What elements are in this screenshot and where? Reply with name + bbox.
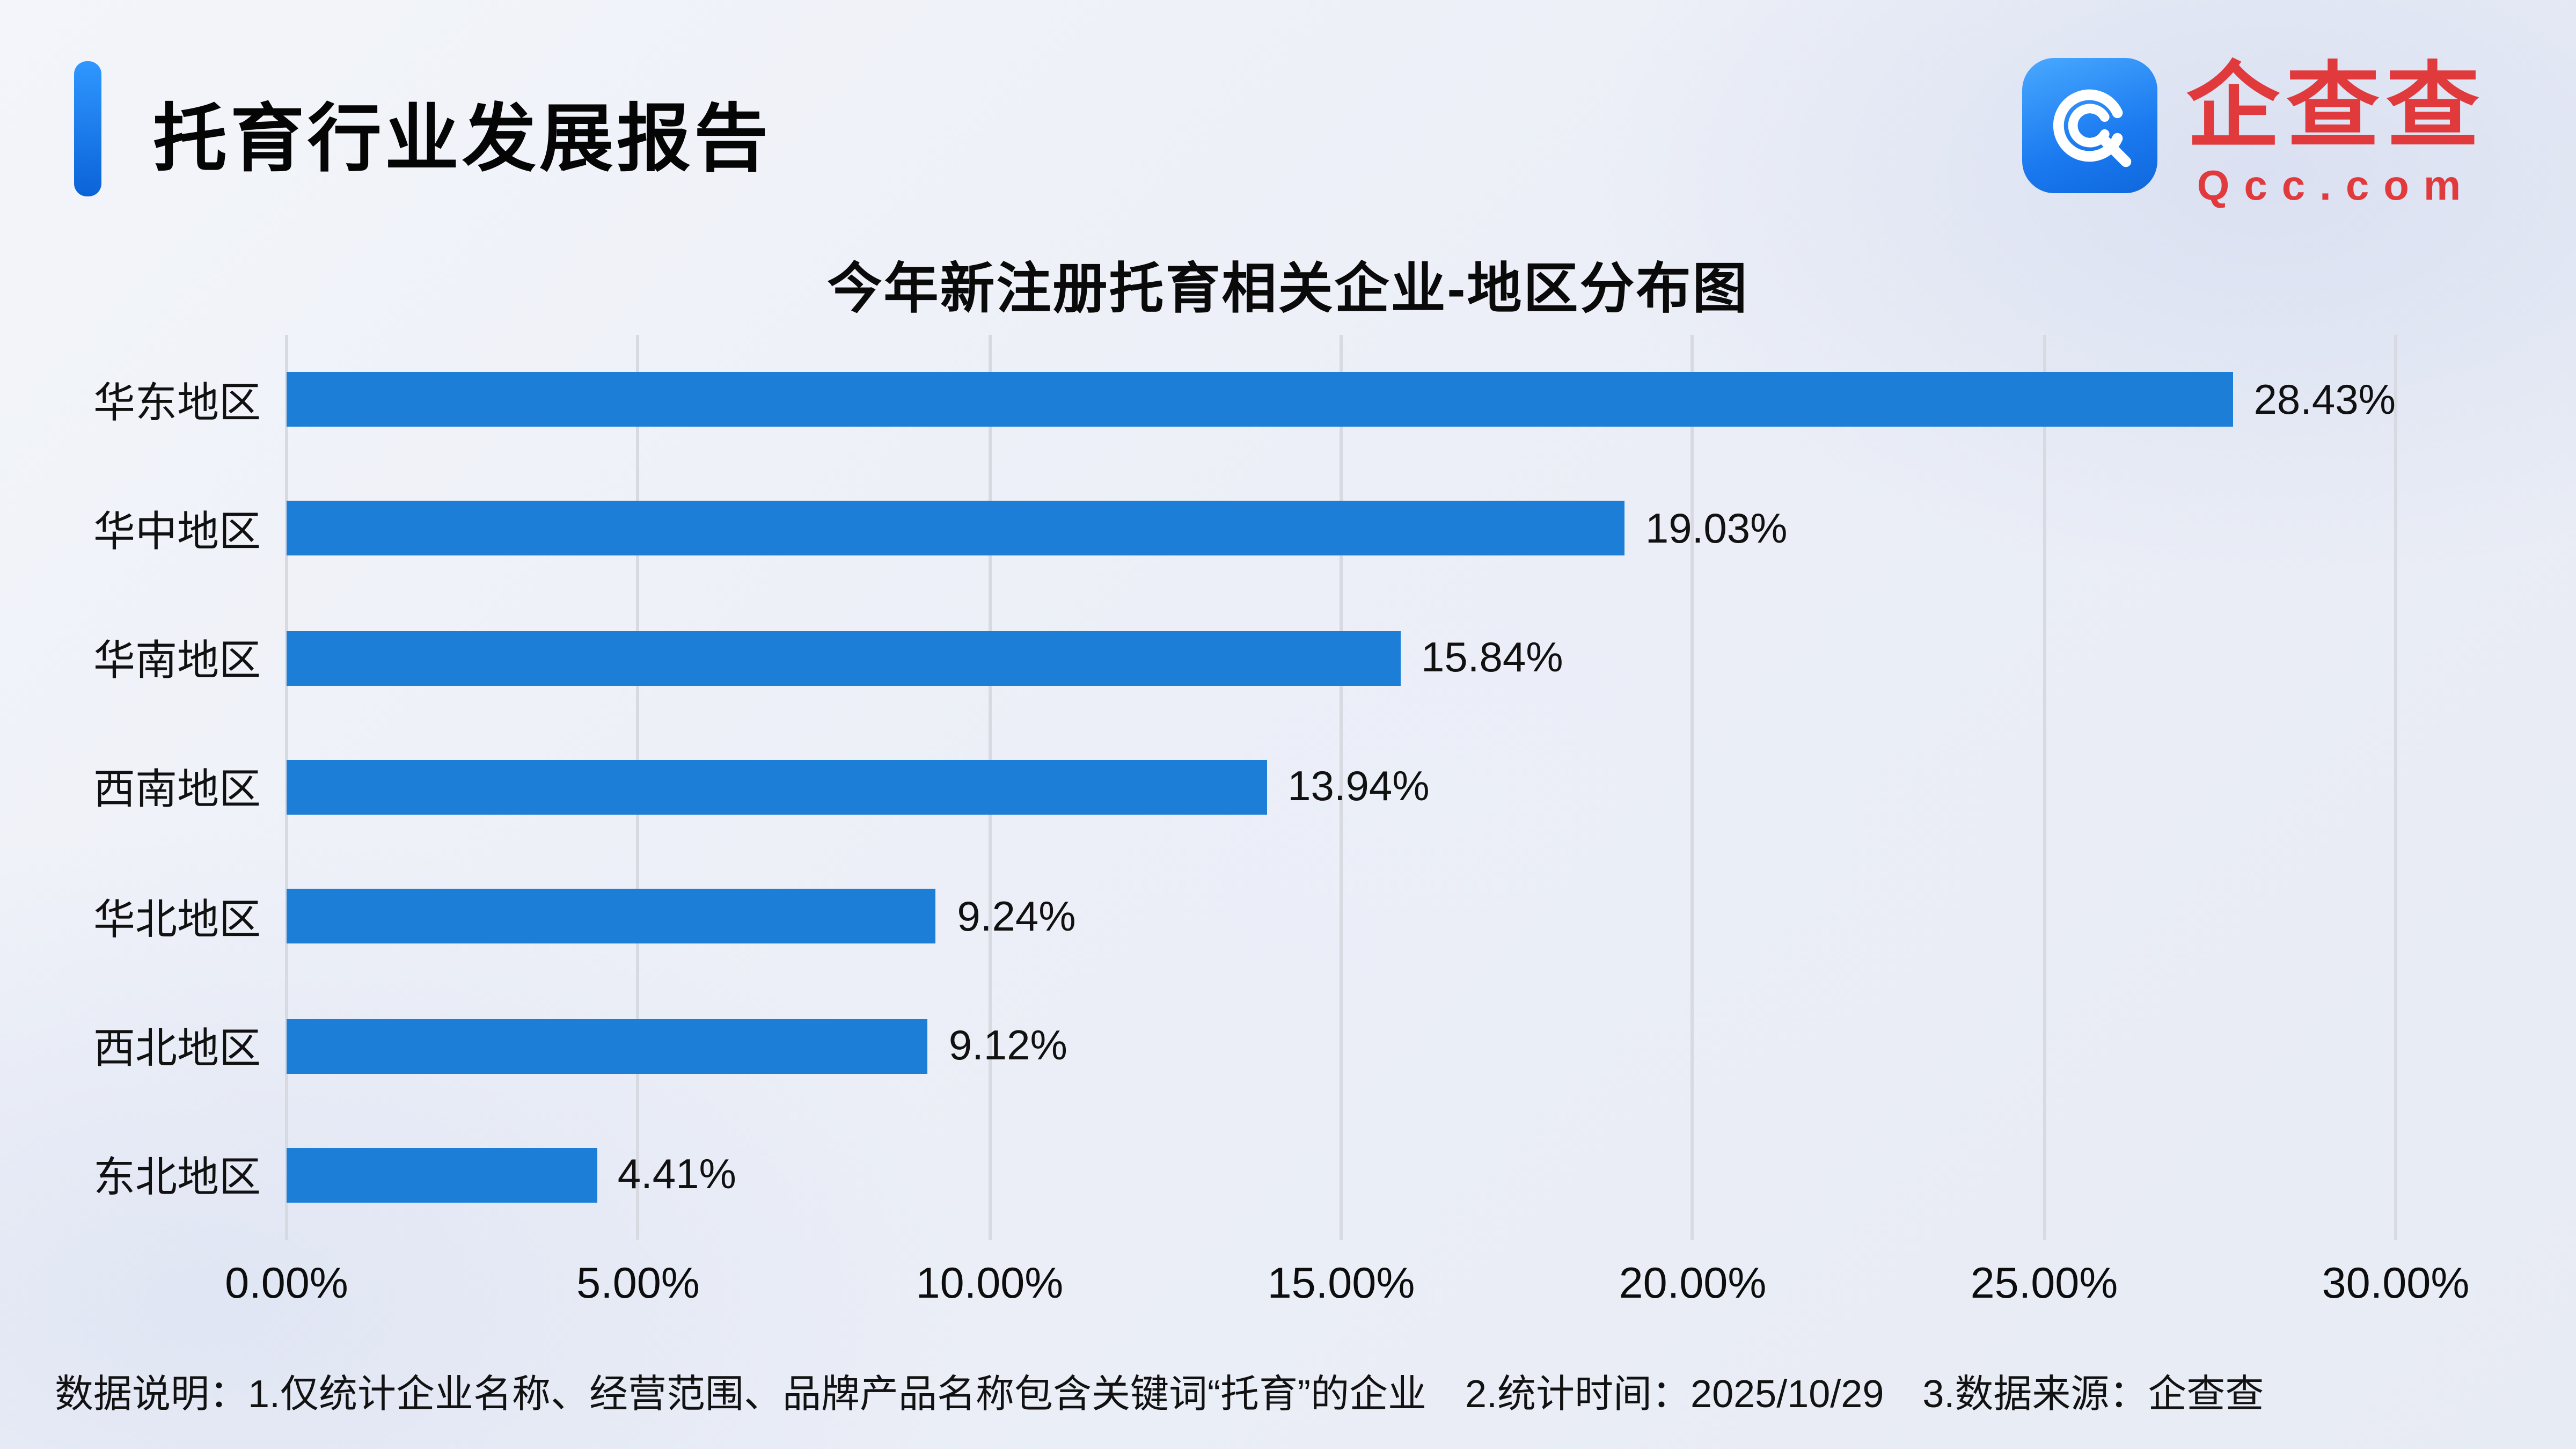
category-label: 华东地区: [93, 377, 261, 426]
qcc-swirl-glyph: [2053, 89, 2132, 167]
gridline: [2394, 335, 2397, 1240]
bar-track: 9.24%: [287, 889, 2396, 944]
x-tick-label: 30.00%: [2322, 1259, 2470, 1307]
bar-track: 19.03%: [287, 501, 2396, 557]
x-axis: 0.00% 5.00% 10.00% 15.00% 20.00% 25.00% 30.00%: [225, 1259, 2469, 1314]
category-label: 东北地区: [93, 1153, 261, 1202]
chart-row: 西北地区 9.12%: [93, 981, 2396, 1110]
gridline: [1340, 335, 1343, 1240]
x-tick-label: 20.00%: [1619, 1259, 1767, 1307]
bar: [287, 759, 1267, 815]
value-label: 13.94%: [1287, 762, 1430, 811]
category-label: 西北地区: [93, 1024, 261, 1073]
report-title: 托育行业发展报告: [153, 97, 771, 180]
bar: [287, 631, 1401, 686]
bar-track: 13.94%: [287, 759, 2396, 815]
bar-track: 9.12%: [287, 1018, 2396, 1073]
qcc-logo-texts: 企查查 Qcc.com: [2186, 55, 2486, 211]
gridline: [2042, 335, 2046, 1240]
x-tick-label: 15.00%: [1267, 1259, 1415, 1307]
title-accent-bar: [74, 61, 101, 196]
chart-rows: 华东地区 28.43% 华中地区 19.03% 华南地区 15.84% 西南地区 13.94%…: [93, 335, 2396, 1240]
value-label: 15.84%: [1421, 633, 1563, 682]
qcc-logo: 企查查 Qcc.com: [2022, 55, 2486, 211]
qcc-logo-icon: [2022, 58, 2157, 193]
category-label: 华北地区: [93, 895, 261, 943]
chart-row: 西南地区 13.94%: [93, 723, 2396, 852]
x-tick-label: 10.00%: [916, 1259, 1064, 1307]
chart-plot: 华东地区 28.43% 华中地区 19.03% 华南地区 15.84% 西南地区 13.94%…: [93, 335, 2397, 1240]
bar: [287, 1018, 928, 1073]
value-label: 28.43%: [2253, 374, 2396, 423]
qcc-logo-domain: Qcc.com: [2197, 161, 2476, 209]
x-tick-label: 0.00%: [225, 1259, 348, 1307]
bar: [287, 889, 936, 944]
bar: [287, 1147, 597, 1203]
footer-note: 数据说明：1.仅统计企业名称、经营范围、品牌产品名称包含关键词“托育”的企业 2…: [55, 1373, 2264, 1417]
chart-title: 今年新注册托育相关企业-地区分布图: [827, 259, 1749, 320]
x-tick-label: 25.00%: [1970, 1259, 2118, 1307]
bar-track: 15.84%: [287, 631, 2396, 686]
value-label: 4.41%: [617, 1150, 736, 1198]
category-label: 华中地区: [93, 507, 261, 555]
chart-row: 华南地区 15.84%: [93, 594, 2396, 723]
x-tick-label: 5.00%: [576, 1259, 700, 1307]
chart-row: 东北地区 4.41%: [93, 1110, 2396, 1240]
chart-row: 华东地区 28.43%: [93, 335, 2396, 464]
bar: [287, 501, 1624, 557]
bar-track: 28.43%: [287, 372, 2396, 427]
report-header: 托育行业发展报告 企查查 Qcc.com: [74, 55, 2486, 211]
gridline: [1690, 335, 1694, 1240]
category-label: 华南地区: [93, 636, 261, 685]
value-label: 9.12%: [948, 1021, 1067, 1070]
bar: [287, 372, 2233, 427]
qcc-logo-name: 企查查: [2186, 55, 2486, 159]
chart-row: 华北地区 9.24%: [93, 852, 2396, 981]
value-label: 9.24%: [957, 891, 1076, 940]
category-label: 西南地区: [93, 765, 261, 814]
bar-track: 4.41%: [287, 1147, 2396, 1203]
value-label: 19.03%: [1645, 503, 1788, 552]
chart-row: 华中地区 19.03%: [93, 464, 2396, 594]
